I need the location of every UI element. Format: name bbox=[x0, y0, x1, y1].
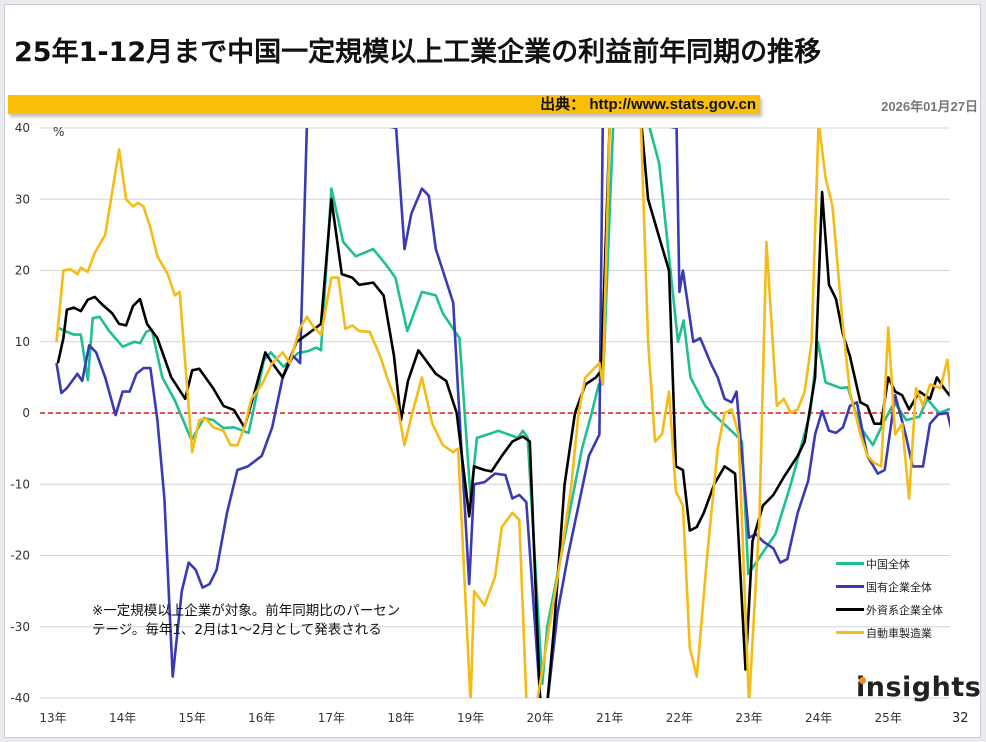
y-tick-label: -30 bbox=[10, 620, 30, 634]
date-label: 2026年01月27日 bbox=[881, 99, 978, 114]
source-text: 出典： http://www.stats.gov.cn bbox=[540, 96, 756, 113]
note-line-2: テージ。毎年1、2月は1～2月として発表される bbox=[92, 622, 382, 638]
insights-logo: insights bbox=[856, 672, 981, 704]
y-tick-label: 40 bbox=[15, 121, 30, 135]
x-tick-label: 15年 bbox=[179, 711, 206, 725]
legend-label: 国有企業全体 bbox=[866, 580, 932, 594]
legend-item: 国有企業全体 bbox=[836, 575, 943, 598]
legend-swatch bbox=[836, 631, 864, 634]
note-line-1: ※一定規模以上企業が対象。前年同期比のパーセン bbox=[92, 603, 401, 619]
logo-dot bbox=[859, 677, 866, 684]
y-tick-label: -40 bbox=[10, 691, 30, 705]
x-tick-label: 18年 bbox=[387, 711, 414, 725]
series-line-2 bbox=[55, 128, 950, 698]
x-tick-label: 20年 bbox=[527, 711, 554, 725]
x-tick-label: 23年 bbox=[735, 711, 762, 725]
legend-label: 自動車製造業 bbox=[866, 626, 932, 640]
legend-label: 外資系企業全体 bbox=[866, 603, 943, 617]
legend-item: 自動車製造業 bbox=[836, 621, 943, 644]
y-tick-label: 30 bbox=[15, 192, 30, 206]
series-line-3 bbox=[56, 128, 950, 698]
slide bbox=[4, 4, 981, 738]
x-tick-label: 13年 bbox=[39, 711, 66, 725]
x-tick-label: 19年 bbox=[457, 711, 484, 725]
y-tick-label: 0 bbox=[22, 406, 30, 420]
x-tick-label: 16年 bbox=[248, 711, 275, 725]
source-bar: 出典： http://www.stats.gov.cn bbox=[8, 95, 760, 114]
legend-swatch bbox=[836, 608, 864, 611]
page-number: 32 bbox=[952, 711, 969, 726]
series-line-1 bbox=[57, 128, 950, 686]
legend-item: 外資系企業全体 bbox=[836, 598, 943, 621]
y-tick-label: 20 bbox=[15, 264, 30, 278]
x-tick-label: 17年 bbox=[318, 711, 345, 725]
y-axis-unit: % bbox=[53, 125, 64, 139]
legend-item: 中国全体 bbox=[836, 552, 943, 575]
y-tick-label: -10 bbox=[10, 477, 30, 491]
x-tick-label: 22年 bbox=[666, 711, 693, 725]
y-tick-label: -20 bbox=[10, 549, 30, 563]
chart-note: ※一定規模以上企業が対象。前年同期比のパーセン テージ。毎年1、2月は1～2月と… bbox=[92, 602, 400, 640]
legend-swatch bbox=[836, 585, 864, 588]
x-tick-label: 25年 bbox=[875, 711, 902, 725]
legend-label: 中国全体 bbox=[866, 557, 910, 571]
logo-text: insights bbox=[856, 672, 982, 703]
series-line-4 bbox=[55, 128, 950, 698]
x-tick-label: 21年 bbox=[596, 711, 623, 725]
page-title: 25年1-12月まで中国一定規模以上工業企業の利益前年同期の推移 bbox=[14, 37, 822, 68]
y-tick-label: 10 bbox=[15, 335, 30, 349]
x-tick-label: 24年 bbox=[805, 711, 832, 725]
chart-legend: 中国全体国有企業全体 外資系企業全体 自動車製造業 bbox=[836, 552, 943, 644]
legend-swatch bbox=[836, 562, 864, 565]
x-tick-label: 14年 bbox=[109, 711, 136, 725]
